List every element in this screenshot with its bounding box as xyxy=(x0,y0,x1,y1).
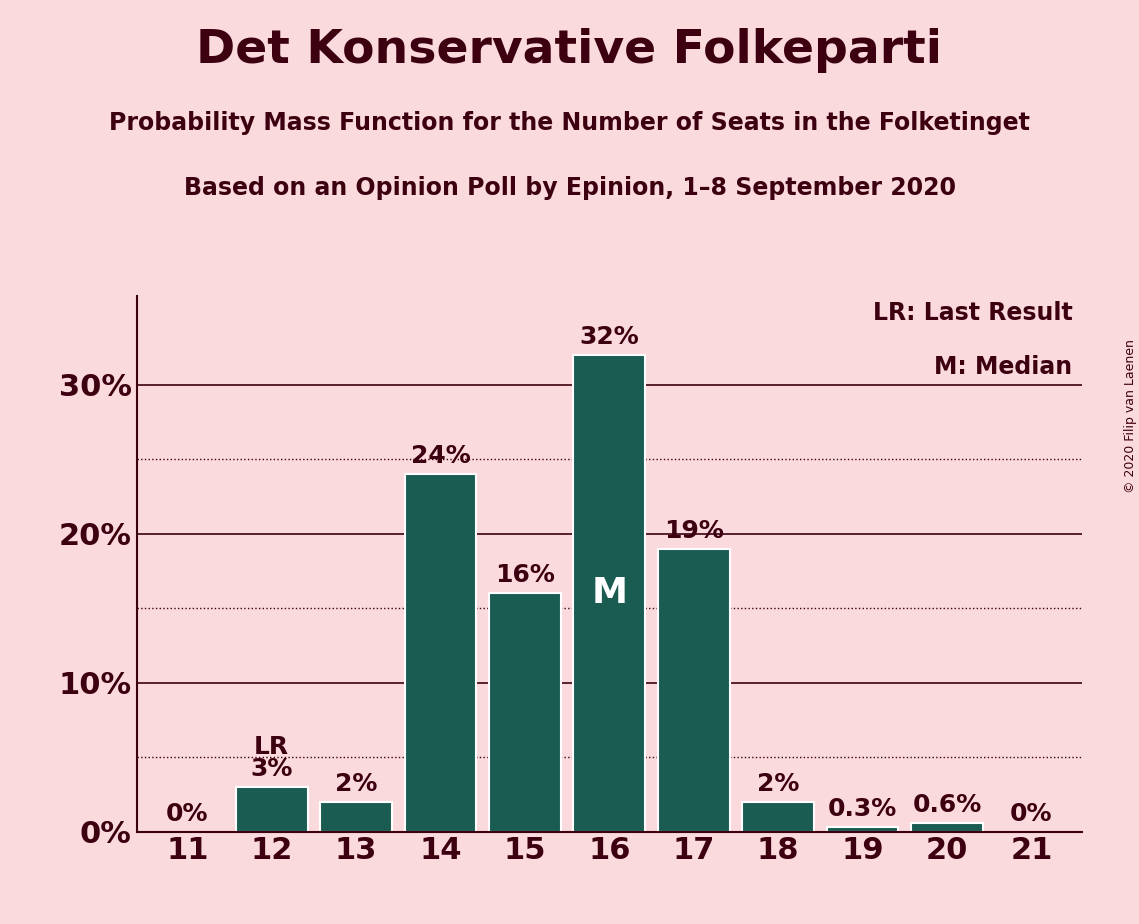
Bar xyxy=(320,802,392,832)
Text: 2%: 2% xyxy=(335,772,377,796)
Text: 19%: 19% xyxy=(664,518,723,542)
Bar xyxy=(911,822,983,832)
Text: M: M xyxy=(591,577,628,611)
Text: LR: LR xyxy=(254,735,289,759)
Text: 32%: 32% xyxy=(580,325,639,349)
Bar xyxy=(489,593,560,832)
Text: 3%: 3% xyxy=(251,757,293,781)
Text: 2%: 2% xyxy=(757,772,800,796)
Text: M: Median: M: Median xyxy=(934,355,1073,379)
Bar xyxy=(827,827,899,832)
Bar xyxy=(404,474,476,832)
Text: 0.3%: 0.3% xyxy=(828,797,898,821)
Text: © 2020 Filip van Laenen: © 2020 Filip van Laenen xyxy=(1124,339,1137,492)
Bar xyxy=(574,355,645,832)
Text: 24%: 24% xyxy=(411,444,470,468)
Text: 0%: 0% xyxy=(1010,802,1052,826)
Bar xyxy=(236,787,308,832)
Bar xyxy=(743,802,814,832)
Text: 0%: 0% xyxy=(166,802,208,826)
Text: 0.6%: 0.6% xyxy=(912,793,982,817)
Text: LR: Last Result: LR: Last Result xyxy=(872,301,1073,325)
Text: Based on an Opinion Poll by Epinion, 1–8 September 2020: Based on an Opinion Poll by Epinion, 1–8… xyxy=(183,176,956,200)
Text: 16%: 16% xyxy=(495,564,555,588)
Text: Probability Mass Function for the Number of Seats in the Folketinget: Probability Mass Function for the Number… xyxy=(109,111,1030,135)
Bar xyxy=(658,549,730,832)
Text: Det Konservative Folkeparti: Det Konservative Folkeparti xyxy=(197,28,942,73)
